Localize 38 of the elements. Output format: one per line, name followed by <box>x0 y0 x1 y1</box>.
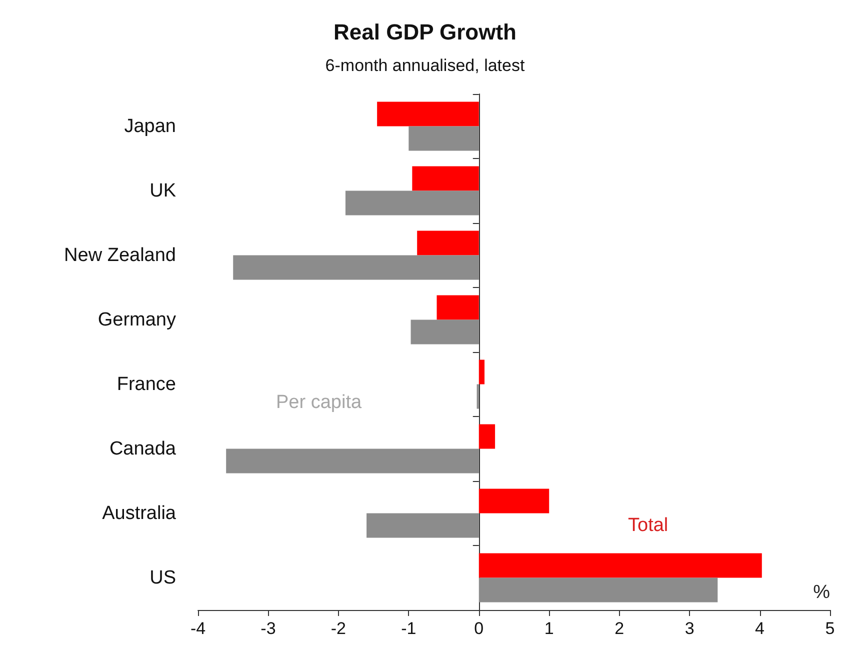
annotation: % <box>813 582 830 603</box>
bar <box>478 488 550 514</box>
x-tick-label: -3 <box>260 619 276 638</box>
bar <box>417 230 479 256</box>
y-tick-label: France <box>116 374 176 395</box>
x-tick-label: 1 <box>544 619 554 638</box>
bar <box>410 320 479 344</box>
bar <box>478 424 496 449</box>
y-tick-label: Japan <box>124 116 176 137</box>
x-tick-label: 5 <box>825 619 835 638</box>
bar <box>226 448 479 474</box>
x-tick-label: 4 <box>755 619 765 638</box>
bar <box>478 360 485 384</box>
bar <box>233 255 479 280</box>
bar <box>412 166 479 191</box>
bar <box>366 513 479 538</box>
bar <box>436 295 479 320</box>
x-tick-label: 3 <box>684 619 694 638</box>
series-label: Per capita <box>276 392 362 413</box>
y-tick-label: US <box>150 567 176 588</box>
x-tick-label: 2 <box>614 619 624 638</box>
x-tick-label: -4 <box>190 619 206 638</box>
y-tick-label: UK <box>150 180 176 202</box>
bar <box>408 126 479 151</box>
bar <box>377 102 479 126</box>
bar <box>478 578 718 602</box>
bar <box>478 553 762 578</box>
bar <box>345 190 479 216</box>
y-tick-label: Canada <box>109 438 176 460</box>
x-tick-label: 0 <box>474 619 484 638</box>
y-tick-label: Germany <box>98 309 176 330</box>
chart-title: Real GDP Growth <box>334 20 516 44</box>
x-tick-label: -2 <box>330 619 346 638</box>
series-label: Total <box>628 515 668 536</box>
y-tick-label: Australia <box>102 502 176 524</box>
x-tick-label: -1 <box>401 619 416 638</box>
chart-subtitle: 6-month annualised, latest <box>325 56 525 75</box>
y-tick-label: New Zealand <box>64 244 176 266</box>
